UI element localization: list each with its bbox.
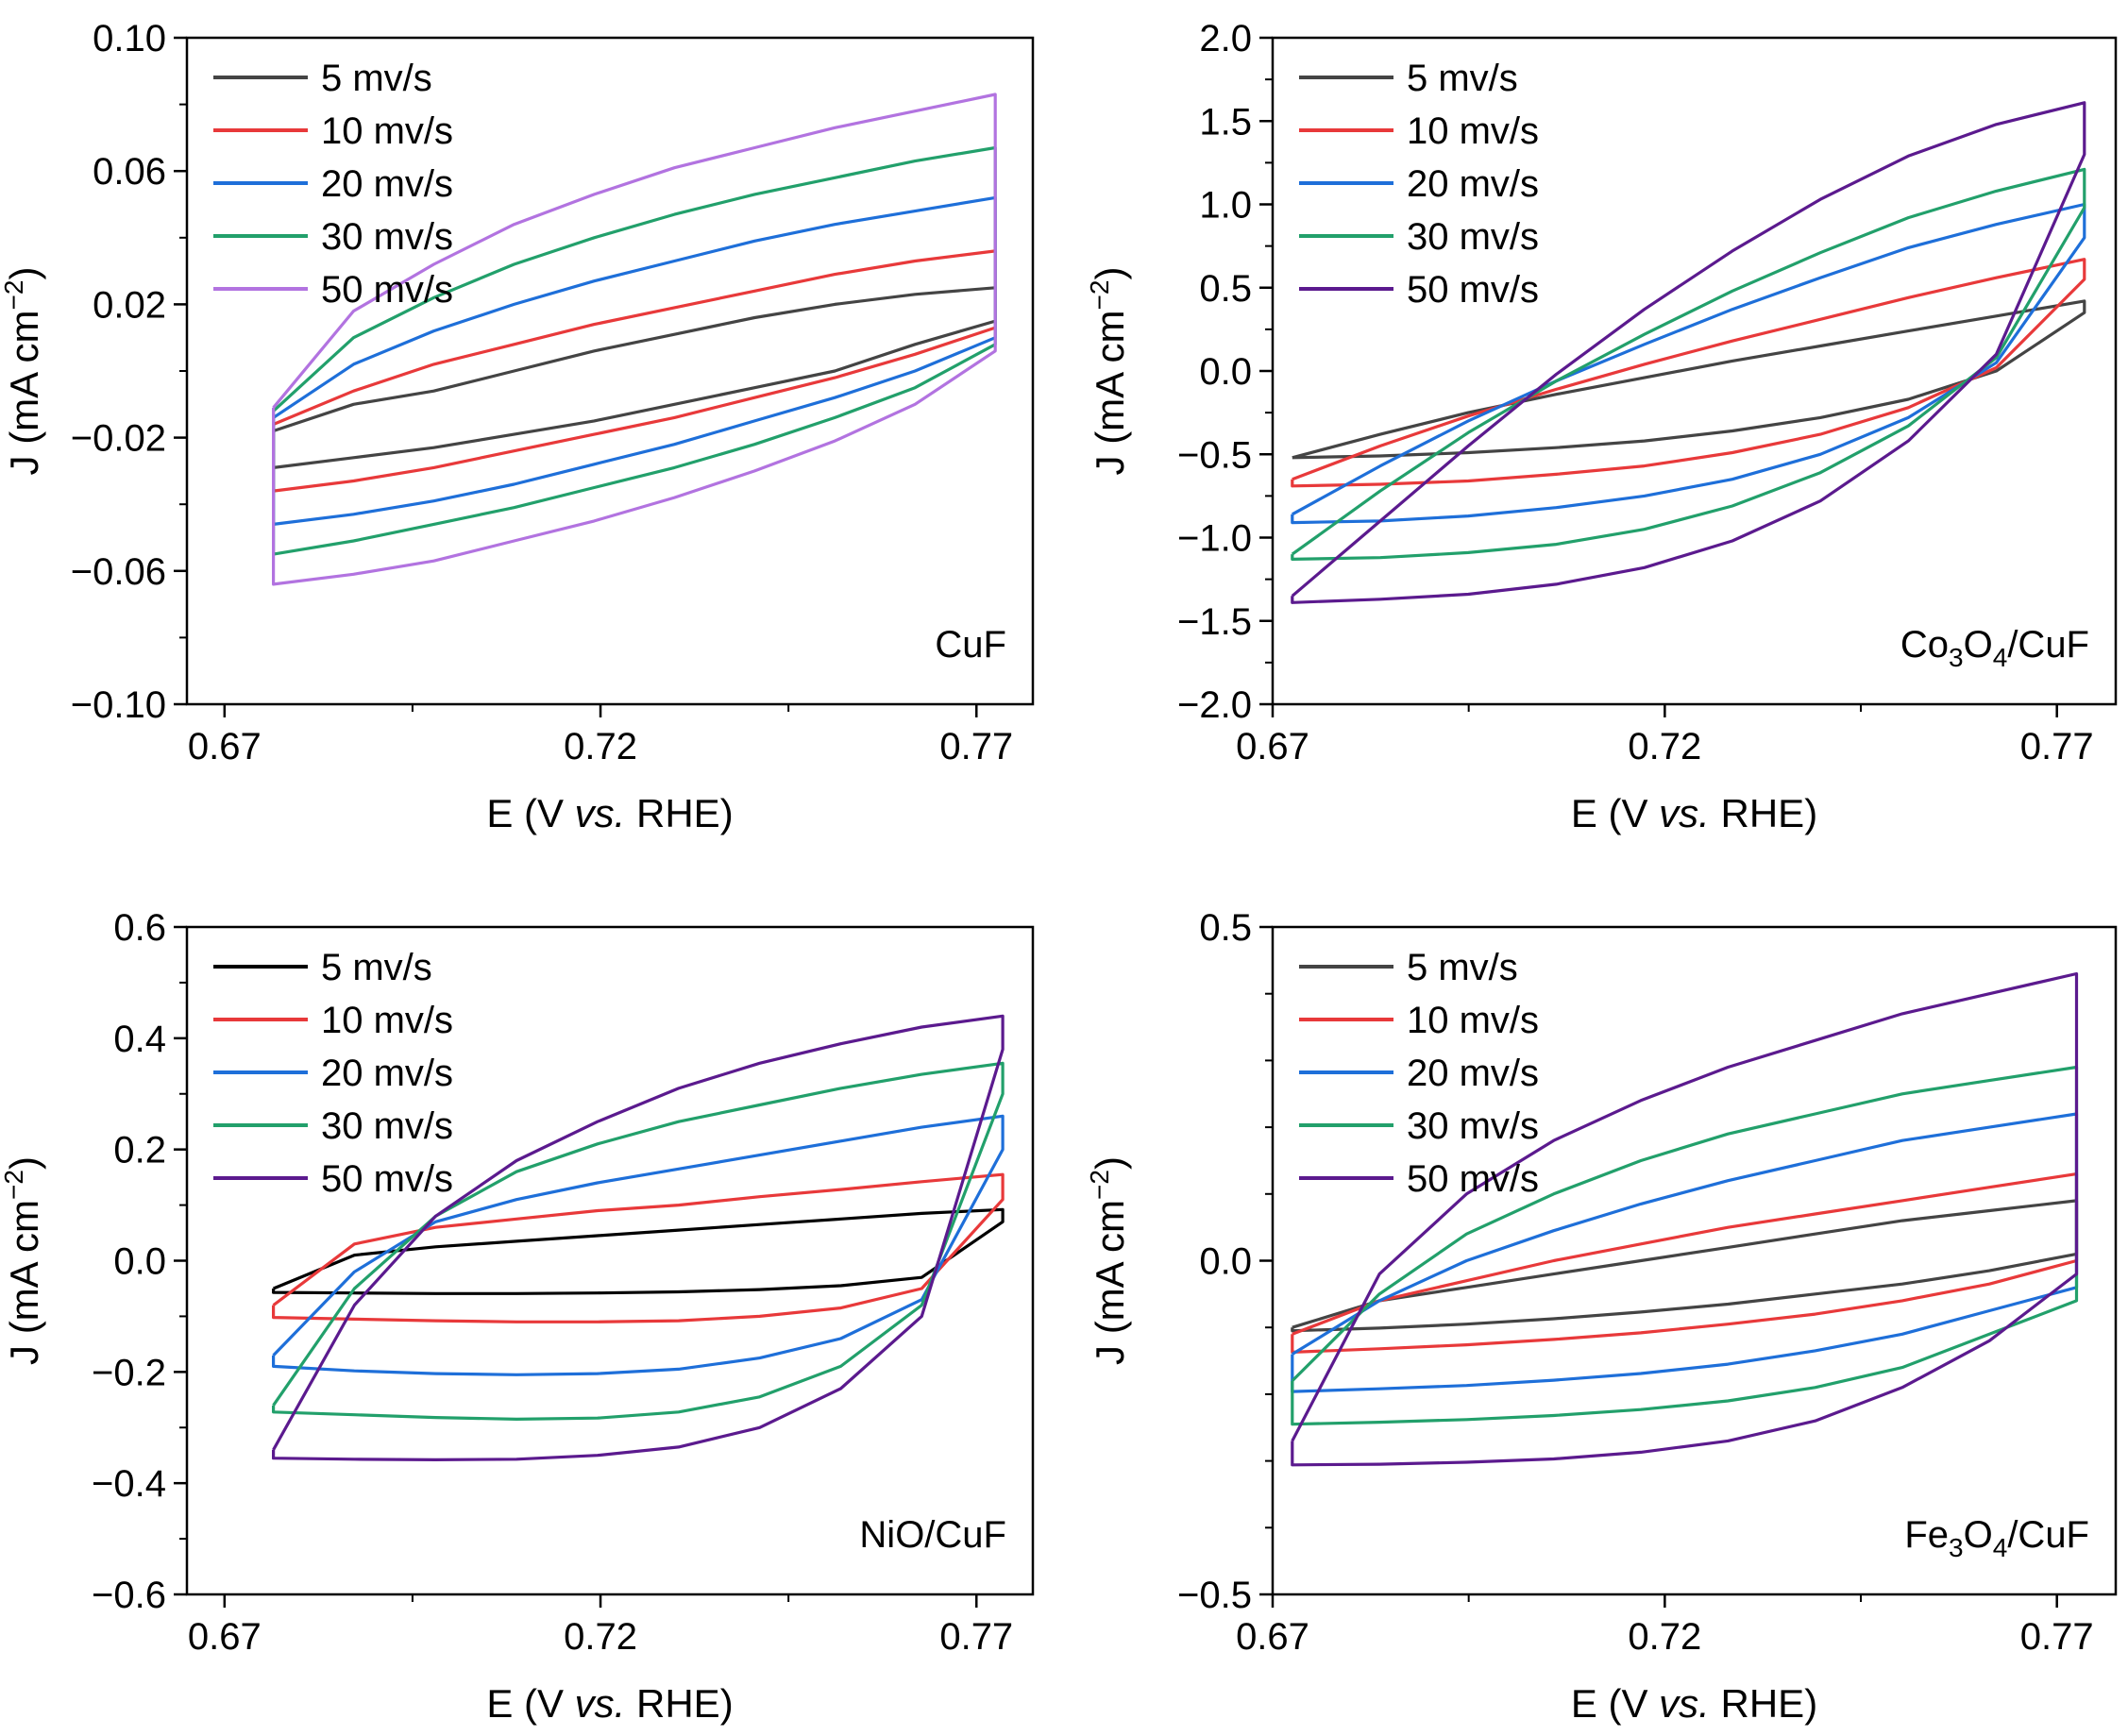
- chart4-curves: [1291, 971, 2079, 1467]
- chart3-ytick-label: 0.2: [113, 1130, 166, 1171]
- chart4-series-4: [1291, 1065, 2079, 1426]
- chart3-axes-frame: [185, 925, 1035, 1596]
- chart3-series-5: [272, 1014, 1005, 1461]
- chart1-legend: 5 mv/s 10 mv/s 20 mv/s 30 mv/s 50 mv/s: [213, 58, 453, 311]
- chart2-xtick-label: 0.67: [1236, 726, 1309, 767]
- chart2-curves: [1291, 101, 2086, 604]
- chart1-ytick-label: −0.02: [71, 418, 166, 460]
- chart2: 0.67 0.72 0.77 −2.0 −1.5 −1.0 −0.5 0.0 0.5 1.0 1.5…: [1085, 18, 2118, 835]
- chart2-ytick-label: −2.0: [1177, 684, 1252, 726]
- chart3-ytick-label: 0.0: [113, 1241, 166, 1283]
- chart1-curves: [272, 93, 997, 586]
- chart4: 0.67 0.72 0.77 −0.5 0.0 0.5 E (V vs. RHE) J (mA…: [1085, 907, 2118, 1726]
- chart4-ytick-label: 0.5: [1199, 907, 1252, 949]
- chart3-xtick-label: 0.72: [564, 1616, 637, 1658]
- chart2-ytick-label: −1.5: [1177, 601, 1252, 643]
- chart3-series-2: [272, 1172, 1005, 1323]
- chart4-legend: 5 mv/s 10 mv/s 20 mv/s 30 mv/s 50 mv/s: [1299, 947, 1539, 1200]
- chart2-ytick-label: −0.5: [1177, 434, 1252, 476]
- chart1-legend-label: 30 mv/s: [321, 216, 453, 258]
- chart3-legend-label: 20 mv/s: [321, 1053, 453, 1094]
- chart2-ytick-label: 1.5: [1199, 101, 1252, 143]
- chart4-sample-label: Fe3O4/CuF: [1904, 1514, 2089, 1562]
- chart1-xtick-label: 0.72: [564, 726, 637, 767]
- chart1-legend-label: 50 mv/s: [321, 269, 453, 311]
- chart1-xtick-label: 0.67: [188, 726, 262, 767]
- chart3-curves: [272, 1014, 1005, 1461]
- chart3-legend: 5 mv/s 10 mv/s 20 mv/s 30 mv/s 50 mv/s: [213, 947, 453, 1200]
- chart4-ylabel: J (mA cm−2): [1085, 1156, 1132, 1365]
- chart3-ytick-label: −0.4: [92, 1463, 166, 1505]
- chart3-sample-label: NiO/CuF: [859, 1514, 1006, 1556]
- chart2-legend-label: 30 mv/s: [1407, 216, 1539, 258]
- chart2-legend-label: 5 mv/s: [1407, 58, 1518, 99]
- chart4-xtick-label: 0.77: [2020, 1616, 2094, 1658]
- chart4-series-5: [1291, 971, 2079, 1467]
- chart3-series-4: [272, 1061, 1005, 1421]
- chart2-ytick-label: 0.5: [1199, 268, 1252, 310]
- chart1-series-5: [272, 93, 997, 586]
- chart1-ytick-label: 0.10: [93, 18, 166, 59]
- chart1-ytick-label: 0.06: [93, 151, 166, 193]
- chart4-ytick-label: 0.0: [1199, 1241, 1252, 1283]
- chart2-ytick-label: 0.0: [1199, 351, 1252, 393]
- chart1-legend-label: 20 mv/s: [321, 163, 453, 205]
- chart2-xlabel: E (V vs. RHE): [1571, 791, 1817, 835]
- chart2-legend-label: 10 mv/s: [1407, 110, 1539, 152]
- chart3-series-1: [272, 1207, 1005, 1295]
- chart1: 0.67 0.72 0.77 −0.10 −0.06 −0.02 0.02 0.06 0.10 E…: [0, 18, 1035, 835]
- chart3-ytick-label: −0.2: [92, 1352, 166, 1393]
- chart3-legend-label: 10 mv/s: [321, 1000, 453, 1041]
- chart1-legend-label: 10 mv/s: [321, 110, 453, 152]
- chart1-ytick-label: −0.06: [71, 551, 166, 593]
- chart1-legend-label: 5 mv/s: [321, 58, 432, 99]
- chart4-legend-label: 30 mv/s: [1407, 1105, 1539, 1147]
- chart1-ytick-label: −0.10: [71, 684, 166, 726]
- chart3-ytick-label: 0.6: [113, 907, 166, 949]
- chart2-legend: 5 mv/s 10 mv/s 20 mv/s 30 mv/s 50 mv/s: [1299, 58, 1539, 311]
- chart4-ytick-label: −0.5: [1177, 1575, 1252, 1616]
- chart3-ytick-label: −0.6: [92, 1575, 166, 1616]
- chart2-xtick-label: 0.72: [1628, 726, 1701, 767]
- chart1-axes-frame: [185, 36, 1035, 706]
- chart2-series-3: [1291, 202, 2086, 525]
- chart2-sample-label: Co3O4/CuF: [1900, 624, 2089, 672]
- chart4-xlabel: E (V vs. RHE): [1571, 1681, 1817, 1726]
- chart1-ylabel: J (mA cm−2): [0, 267, 46, 476]
- chart4-legend-label: 50 mv/s: [1407, 1158, 1539, 1200]
- chart4-series-1: [1291, 1199, 2079, 1333]
- chart3-ylabel: J (mA cm−2): [0, 1156, 46, 1365]
- chart3-legend-label: 30 mv/s: [321, 1105, 453, 1147]
- chart1-ytick-label: 0.02: [93, 284, 166, 326]
- chart3-xtick-label: 0.77: [939, 1616, 1013, 1658]
- chart2-series-1: [1292, 299, 2086, 460]
- chart2-ytick-label: −1.0: [1177, 518, 1252, 560]
- chart4-legend-label: 10 mv/s: [1407, 1000, 1539, 1041]
- chart2-xtick-label: 0.77: [2020, 726, 2094, 767]
- chart3-ytick-label: 0.4: [113, 1019, 166, 1060]
- chart4-legend-label: 5 mv/s: [1407, 947, 1518, 988]
- chart3-legend-label: 5 mv/s: [321, 947, 432, 988]
- chart2-series-5: [1291, 101, 2086, 604]
- chart1-xlabel: E (V vs. RHE): [486, 791, 733, 835]
- chart2-series-4: [1291, 167, 2086, 561]
- chart2-series-2: [1291, 258, 2086, 488]
- chart4-xtick-label: 0.72: [1628, 1616, 1701, 1658]
- chart2-legend-label: 50 mv/s: [1407, 269, 1539, 311]
- chart1-xtick-label: 0.77: [939, 726, 1013, 767]
- chart4-axes-frame: [1271, 925, 2118, 1596]
- chart3-legend-label: 50 mv/s: [321, 1158, 453, 1200]
- chart3: 0.67 0.72 0.77 −0.6 −0.4 −0.2 0.0 0.2 0.4 0.6 E (V…: [0, 907, 1035, 1726]
- chart2-ylabel: J (mA cm−2): [1085, 267, 1132, 476]
- chart3-xtick-label: 0.67: [188, 1616, 262, 1658]
- chart1-sample-label: CuF: [935, 624, 1006, 666]
- chart4-legend-label: 20 mv/s: [1407, 1053, 1539, 1094]
- chart2-ytick-label: 1.0: [1199, 185, 1252, 227]
- chart2-legend-label: 20 mv/s: [1407, 163, 1539, 205]
- chart3-xlabel: E (V vs. RHE): [486, 1681, 733, 1726]
- chart2-ytick-label: 2.0: [1199, 18, 1252, 59]
- chart4-xtick-label: 0.67: [1236, 1616, 1309, 1658]
- chart3-series-3: [272, 1114, 1005, 1376]
